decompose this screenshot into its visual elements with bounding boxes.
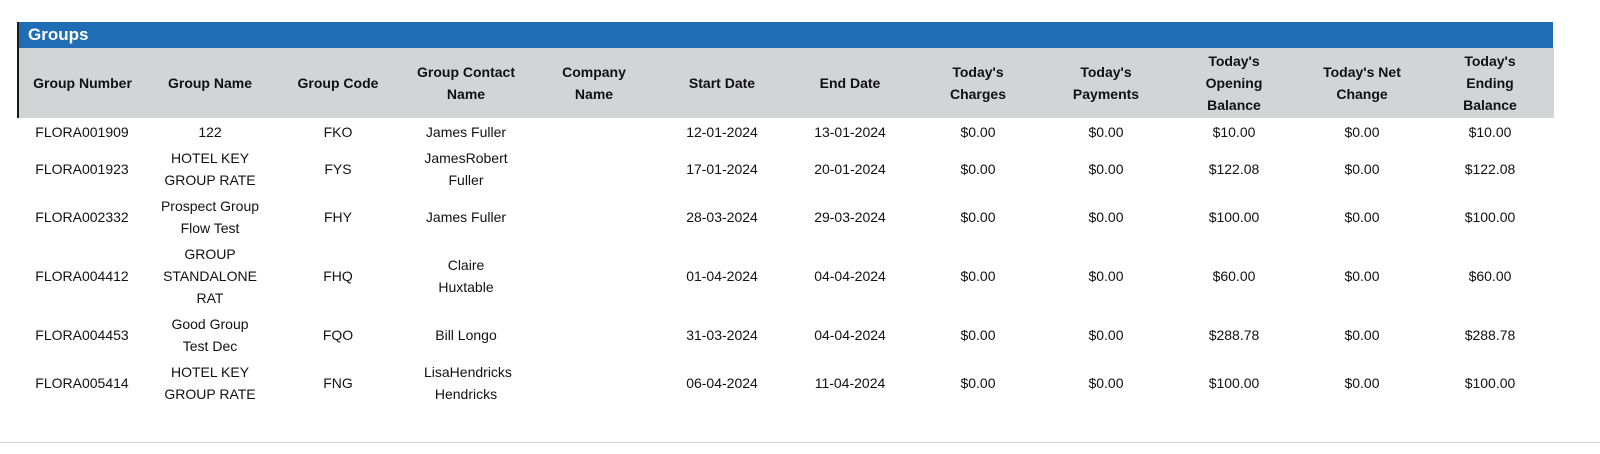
groups-table: Group Number Group Name Group Code Group Co…: [17, 48, 1554, 407]
cell-group-number: FLORA001923: [35, 161, 129, 177]
column-header-company-name: Company Name: [562, 64, 626, 102]
cell-start-date: 12-01-2024: [686, 124, 758, 140]
cell-start-date: 28-03-2024: [686, 209, 758, 225]
cell-group-name: Prospect Group Flow Test: [160, 198, 260, 236]
table-row: FLORA001923 HOTEL KEY GROUP RATE FYS JamesR…: [18, 145, 1554, 193]
cell-todays-opening-balance: $10.00: [1212, 124, 1256, 140]
cell-todays-opening-balance: $288.78: [1208, 327, 1260, 343]
column-header-group-code: Group Code: [297, 75, 379, 91]
cell-company-name: [530, 241, 658, 311]
cell-todays-payments: $0.00: [1088, 209, 1124, 225]
table-row: FLORA005414 HOTEL KEY GROUP RATE FNG LisaHe…: [18, 359, 1554, 407]
cell-todays-charges: $0.00: [960, 375, 996, 391]
cell-company-name: [530, 359, 658, 407]
cell-todays-ending-balance: $100.00: [1464, 375, 1516, 391]
column-header-todays-opening-balance: Today's Opening Balance: [1205, 53, 1263, 113]
table-row: FLORA001909 122 FKO James Fuller 12-01-2024 1…: [18, 118, 1554, 145]
cell-todays-ending-balance: $288.78: [1464, 327, 1516, 343]
column-header-end-date: End Date: [819, 75, 881, 91]
cell-end-date: 29-03-2024: [814, 209, 886, 225]
groups-panel: Groups Group Number Group Name Group Code G…: [17, 22, 1554, 407]
cell-todays-net-change: $0.00: [1344, 327, 1380, 343]
cell-group-contact-name: LisaHendricks Hendricks: [424, 364, 512, 402]
table-row: FLORA004412 GROUP STANDALONE RAT FHQ Claire…: [18, 241, 1554, 311]
cell-end-date: 04-04-2024: [814, 327, 886, 343]
cell-group-number: FLORA004453: [35, 327, 129, 343]
table-row: FLORA002332 Prospect Group Flow Test FHY Ja…: [18, 193, 1554, 241]
cell-todays-payments: $0.00: [1088, 268, 1124, 284]
cell-group-number: FLORA001909: [35, 124, 129, 140]
cell-group-name: Good Group Test Dec: [171, 316, 249, 354]
cell-group-code: FQO: [322, 327, 354, 343]
cell-group-contact-name: JamesRobert Fuller: [424, 150, 508, 188]
cell-todays-charges: $0.00: [960, 327, 996, 343]
cell-todays-net-change: $0.00: [1344, 161, 1380, 177]
divider: [0, 442, 1600, 443]
cell-group-contact-name: Bill Longo: [435, 327, 497, 343]
cell-group-number: FLORA002332: [35, 209, 129, 225]
cell-group-name: GROUP STANDALONE RAT: [163, 246, 257, 306]
cell-group-name: HOTEL KEY GROUP RATE: [164, 150, 256, 188]
column-header-group-name: Group Name: [167, 75, 252, 91]
table-row: FLORA004453 Good Group Test Dec FQO Bill Lo…: [18, 311, 1554, 359]
cell-end-date: 20-01-2024: [814, 161, 886, 177]
cell-end-date: 04-04-2024: [814, 268, 886, 284]
cell-todays-ending-balance: $100.00: [1464, 209, 1516, 225]
cell-group-code: FYS: [324, 161, 352, 177]
column-header-group-contact-name: Group Contact Name: [417, 64, 515, 102]
cell-group-contact-name: Claire Huxtable: [438, 257, 494, 295]
cell-todays-charges: $0.00: [960, 268, 996, 284]
cell-todays-payments: $0.00: [1088, 124, 1124, 140]
cell-start-date: 31-03-2024: [686, 327, 758, 343]
column-header-group-number: Group Number: [17, 48, 146, 118]
cell-todays-payments: $0.00: [1088, 327, 1124, 343]
cell-todays-ending-balance: $122.08: [1464, 161, 1516, 177]
column-header-todays-ending-balance: Today's Ending Balance: [1463, 53, 1517, 113]
cell-todays-payments: $0.00: [1088, 161, 1124, 177]
cell-todays-charges: $0.00: [960, 209, 996, 225]
column-header-start-date: Start Date: [688, 75, 756, 91]
cell-group-number: FLORA005414: [35, 375, 129, 391]
cell-group-name: HOTEL KEY GROUP RATE: [164, 364, 256, 402]
cell-todays-net-change: $0.00: [1344, 375, 1380, 391]
panel-title: Groups: [17, 22, 1553, 48]
cell-company-name: [530, 311, 658, 359]
cell-todays-ending-balance: $60.00: [1468, 268, 1512, 284]
table-header-row: Group Number Group Name Group Code Group Co…: [17, 48, 1554, 118]
cell-company-name: [530, 145, 658, 193]
cell-start-date: 01-04-2024: [686, 268, 758, 284]
cell-end-date: 13-01-2024: [814, 124, 886, 140]
cell-todays-opening-balance: $122.08: [1208, 161, 1260, 177]
cell-todays-ending-balance: $10.00: [1468, 124, 1512, 140]
cell-todays-opening-balance: $100.00: [1208, 375, 1260, 391]
cell-group-code: FKO: [323, 124, 353, 140]
cell-company-name: [530, 118, 658, 145]
cell-start-date: 06-04-2024: [686, 375, 758, 391]
cell-group-code: FHQ: [323, 268, 353, 284]
cell-todays-charges: $0.00: [960, 124, 996, 140]
cell-todays-opening-balance: $60.00: [1212, 268, 1256, 284]
cell-todays-charges: $0.00: [960, 161, 996, 177]
cell-todays-opening-balance: $100.00: [1208, 209, 1260, 225]
cell-todays-payments: $0.00: [1088, 375, 1124, 391]
cell-todays-net-change: $0.00: [1344, 268, 1380, 284]
cell-group-contact-name: James Fuller: [425, 124, 507, 140]
column-header-todays-payments: Today's Payments: [1072, 64, 1140, 102]
cell-start-date: 17-01-2024: [686, 161, 758, 177]
cell-group-number: FLORA004412: [35, 268, 129, 284]
cell-group-contact-name: James Fuller: [425, 209, 507, 225]
cell-todays-net-change: $0.00: [1344, 209, 1380, 225]
cell-todays-net-change: $0.00: [1344, 124, 1380, 140]
column-header-todays-charges: Today's Charges: [949, 64, 1007, 102]
cell-group-code: FHY: [324, 209, 352, 225]
cell-end-date: 11-04-2024: [814, 375, 886, 391]
column-header-todays-net-change: Today's Net Change: [1323, 64, 1401, 102]
cell-group-name: 122: [198, 124, 222, 140]
cell-group-code: FNG: [323, 375, 353, 391]
cell-company-name: [530, 193, 658, 241]
